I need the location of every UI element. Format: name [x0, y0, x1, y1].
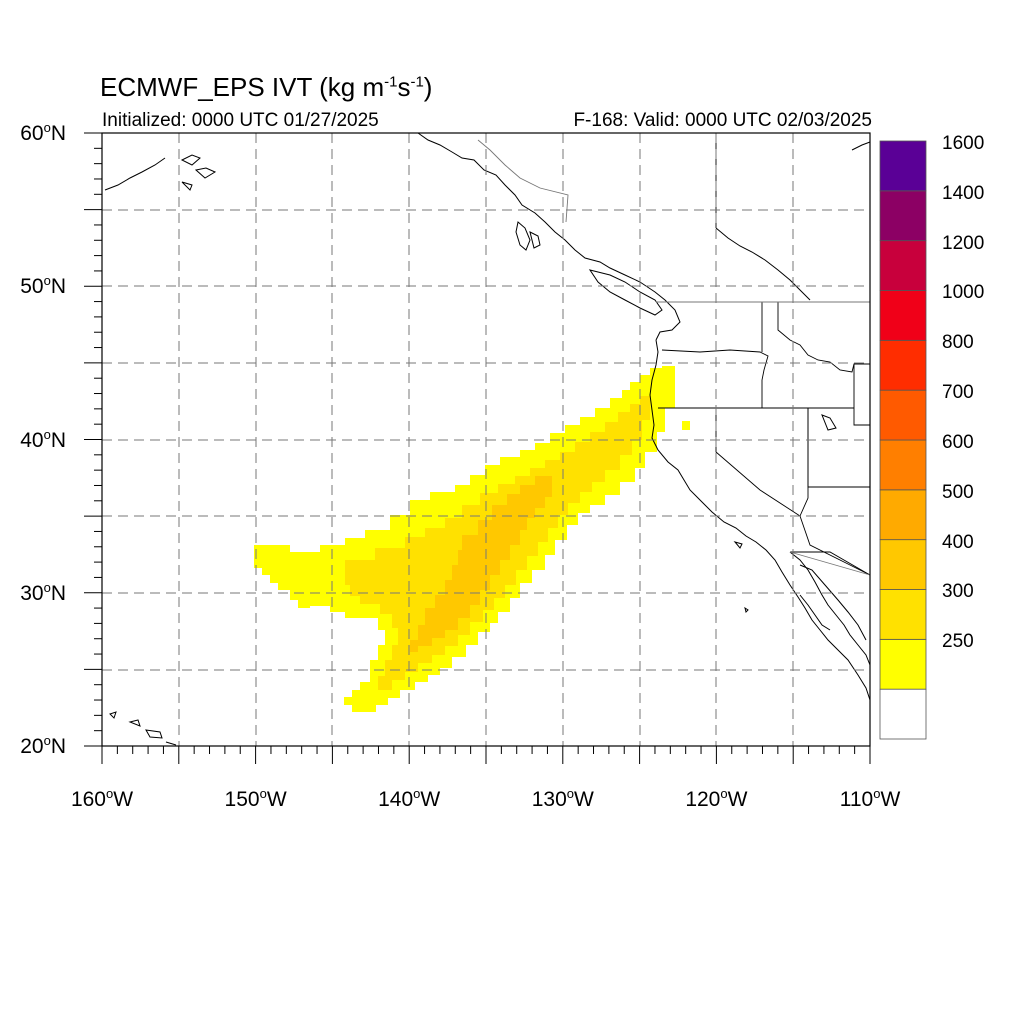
- valid-time: F-168: Valid: 0000 UTC 02/03/2025: [573, 110, 872, 131]
- colorbar-label-1000: 1000: [942, 282, 985, 304]
- colorbar-label-250: 250: [942, 631, 974, 653]
- gridlines: [102, 133, 870, 746]
- colorbar-swatch: [879, 190, 927, 242]
- colorbar-swatch: [879, 439, 927, 491]
- lat-label-50: 50oN: [20, 273, 66, 299]
- lat-label-30: 30oN: [20, 579, 66, 605]
- colorbar: [879, 140, 927, 740]
- lon-label-150: 150oW: [224, 786, 287, 811]
- lat-label-20: 20oN: [20, 733, 66, 758]
- axis-ticks: [84, 132, 871, 764]
- colorbar-label-600: 600: [942, 431, 974, 453]
- colorbar-label-700: 700: [942, 382, 974, 403]
- lon-label-140: 140oW: [378, 786, 441, 811]
- colorbar-swatch: [879, 240, 927, 291]
- colorbar-swatch: [879, 688, 927, 740]
- ivt-region-400: [410, 476, 552, 652]
- lon-label-110: 110oW: [839, 786, 901, 811]
- colorbar-label-300: 300: [942, 581, 974, 603]
- map-title: ECMWF_EPS IVT (kg m-1s-1): [100, 72, 433, 102]
- lon-label-160: 160oW: [70, 786, 134, 811]
- colorbar-swatch: [879, 140, 927, 192]
- lon-label-130: 130oW: [531, 786, 594, 811]
- initialized-time: Initialized: 0000 UTC 01/27/2025: [102, 110, 379, 131]
- ivt-spot-250: [682, 421, 690, 430]
- coastlines: [104, 132, 871, 746]
- colorbar-label-1600: 1600: [942, 132, 985, 154]
- colorbar-label-1200: 1200: [942, 232, 985, 254]
- colorbar-label-1400: 1400: [942, 182, 985, 204]
- colorbar-label-400: 400: [942, 531, 974, 553]
- colorbar-swatch: [879, 389, 927, 441]
- colorbar-swatch: [879, 539, 927, 590]
- lon-label-120: 120oW: [685, 786, 748, 811]
- colorbar-swatch: [879, 290, 927, 341]
- lat-label-40: 40oN: [20, 426, 66, 452]
- colorbar-swatch: [879, 589, 927, 640]
- lat-label-60: 60oN: [20, 120, 66, 145]
- colorbar-label-800: 800: [942, 332, 974, 354]
- colorbar-swatch: [879, 489, 927, 541]
- colorbar-swatch: [879, 339, 927, 391]
- colorbar-swatch: [879, 638, 927, 690]
- coastal-boundary-lines: [477, 139, 871, 576]
- colorbar-label-500: 500: [942, 481, 974, 503]
